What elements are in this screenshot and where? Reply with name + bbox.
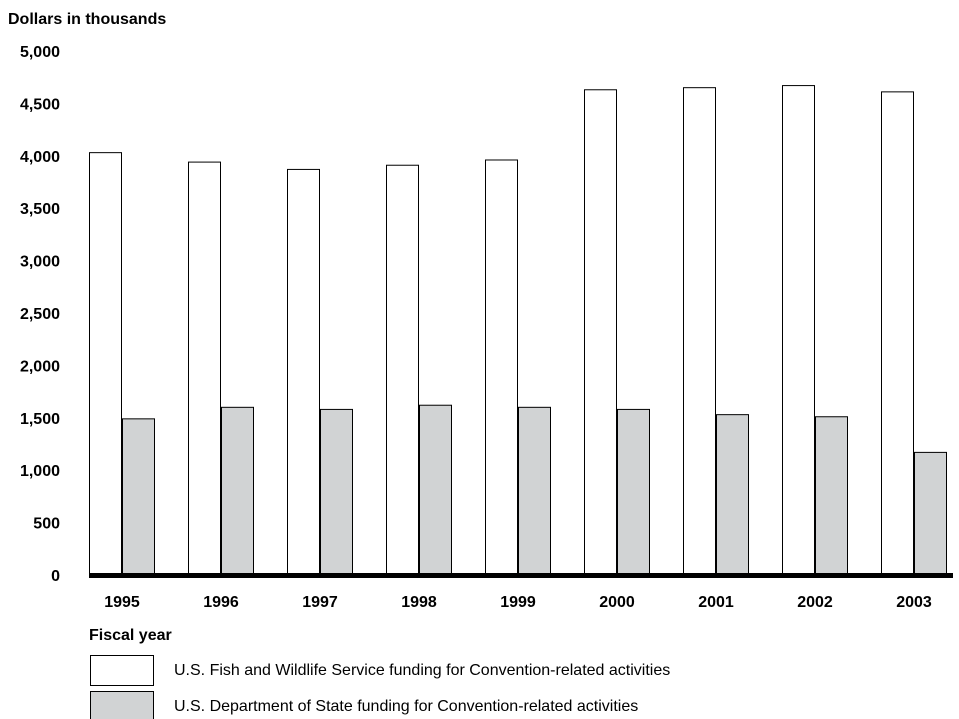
x-axis-line <box>89 573 953 578</box>
x-axis-ticks: 1995 1996 1997 1998 1999 2000 2001 2002 2003 <box>104 594 932 611</box>
bars <box>89 85 947 576</box>
dos-bar <box>815 416 848 576</box>
fws-bar <box>188 161 221 576</box>
fws-bar <box>287 168 320 576</box>
y-tick-label: 1,500 <box>20 411 60 428</box>
fws-bar <box>782 85 815 576</box>
y-tick-label: 500 <box>33 516 60 533</box>
y-tick-label: 1,000 <box>20 463 60 480</box>
fws-bar <box>485 159 518 576</box>
fws-bar <box>386 164 419 576</box>
legend-swatch-dos <box>90 691 154 719</box>
y-tick-label: 4,000 <box>20 149 60 166</box>
y-tick-label: 0 <box>51 568 60 585</box>
dos-bar <box>122 418 155 576</box>
x-tick-label: 2001 <box>698 594 734 611</box>
legend-label-fws: U.S. Fish and Wildlife Service funding f… <box>174 662 670 679</box>
y-axis-ticks: 0 500 1,000 1,500 2,000 2,500 3,000 3,500 4,000 4… <box>20 44 60 585</box>
x-tick-label: 1999 <box>500 594 536 611</box>
x-tick-label: 2002 <box>797 594 833 611</box>
x-tick-label: 1998 <box>401 594 437 611</box>
fws-bar <box>881 91 914 576</box>
x-axis-title: Fiscal year <box>89 627 172 644</box>
fws-bar <box>683 87 716 576</box>
y-tick-label: 2,500 <box>20 306 60 323</box>
fws-bar <box>584 89 617 576</box>
dos-bar <box>914 451 947 576</box>
y-axis-title: Dollars in thousands <box>8 11 166 28</box>
dos-bar <box>617 408 650 576</box>
x-tick-label: 1995 <box>104 594 140 611</box>
fws-bar <box>89 152 122 576</box>
x-tick-label: 1997 <box>302 594 338 611</box>
dos-bar <box>419 404 452 576</box>
y-tick-label: 5,000 <box>20 44 60 61</box>
legend-swatch-fws <box>90 655 154 686</box>
y-tick-label: 4,500 <box>20 96 60 113</box>
dos-bar <box>518 406 551 576</box>
x-tick-label: 2000 <box>599 594 635 611</box>
y-tick-label: 3,000 <box>20 254 60 271</box>
legend: U.S. Fish and Wildlife Service funding f… <box>90 655 670 719</box>
dos-bar <box>221 406 254 576</box>
x-tick-label: 1996 <box>203 594 239 611</box>
legend-label-dos: U.S. Department of State funding for Con… <box>174 698 638 715</box>
x-tick-label: 2003 <box>896 594 932 611</box>
y-tick-label: 3,500 <box>20 201 60 218</box>
y-tick-label: 2,000 <box>20 358 60 375</box>
dos-bar <box>716 414 749 576</box>
dos-bar <box>320 408 353 576</box>
